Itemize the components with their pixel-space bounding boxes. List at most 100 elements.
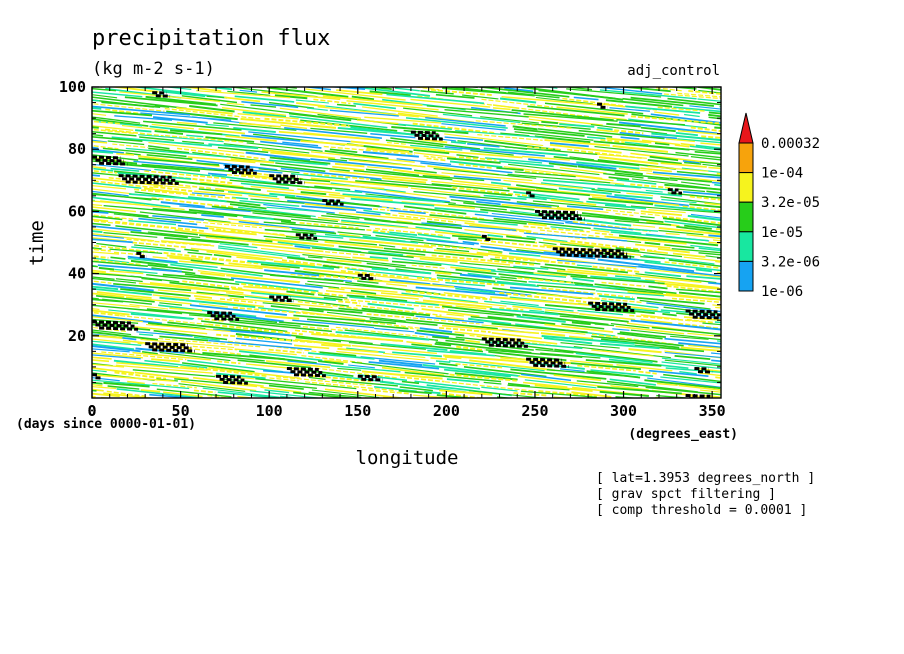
contour-segment	[439, 362, 458, 367]
contour-segment	[690, 462, 729, 467]
contour-segment	[669, 177, 712, 183]
contour-segment	[678, 384, 721, 391]
contour-segment	[229, 297, 333, 309]
contour-segment	[180, 365, 198, 369]
contour-segment	[283, 297, 349, 307]
contour-segment	[576, 264, 592, 268]
contour-segment	[92, 118, 149, 127]
contour-segment	[324, 150, 389, 160]
contour-segment	[391, 126, 469, 135]
x-tick-label: 250	[521, 402, 548, 420]
contour-segment	[301, 205, 357, 212]
contour-segment	[187, 251, 213, 256]
threshold-event-mark	[689, 397, 714, 398]
contour-segment	[537, 128, 613, 138]
contour-segment	[560, 368, 585, 373]
contour-segment	[92, 354, 141, 360]
contour-segment	[487, 234, 504, 238]
contour-segment	[92, 204, 103, 207]
contour-segment	[350, 197, 435, 207]
contour-segment	[341, 219, 409, 229]
contour-segment	[435, 341, 532, 354]
contour-segment	[103, 381, 150, 388]
colorbar-swatch	[738, 142, 754, 174]
contour-segment	[644, 271, 682, 278]
contour-segment	[646, 172, 721, 183]
contour-segment	[322, 264, 340, 269]
contour-segment	[539, 229, 600, 238]
contour-segment	[445, 150, 523, 159]
contour-segment	[480, 242, 572, 255]
contour-segment	[541, 182, 595, 190]
contour-segment	[571, 321, 591, 326]
contour-segment	[187, 359, 283, 373]
contour-segment	[415, 315, 484, 324]
contour-segment	[250, 422, 313, 427]
contour-segment	[159, 296, 256, 308]
contour-segment	[593, 140, 690, 151]
contour-segment	[307, 256, 323, 259]
contour-segment	[179, 87, 222, 92]
threshold-event-mark	[526, 357, 562, 362]
contour-segment	[426, 239, 475, 246]
contour-segment	[351, 344, 437, 355]
contour-segment	[325, 289, 419, 300]
contour-segment	[450, 199, 475, 203]
contour-segment	[477, 134, 543, 141]
contour-segment	[503, 179, 583, 190]
contour-segment	[513, 265, 549, 270]
x-tick-label: 300	[610, 402, 637, 420]
contour-segment	[161, 240, 211, 247]
contour-segment	[420, 90, 454, 95]
contour-segment	[654, 111, 680, 116]
contour-segment	[112, 143, 148, 149]
contour-segment	[480, 433, 527, 437]
contour-segment	[311, 389, 380, 398]
contour-segment	[148, 322, 206, 330]
threshold-event-mark	[534, 209, 578, 215]
contour-segment	[216, 333, 315, 344]
contour-segment	[269, 156, 331, 165]
contour-segment	[444, 133, 544, 147]
contour-segment	[187, 156, 256, 164]
contour-segment	[127, 255, 178, 264]
contour-segment	[138, 157, 220, 166]
contour-segment	[52, 107, 69, 109]
y-axis-ticks: 20 40 60 80 100 0	[59, 78, 721, 420]
contour-segment	[161, 87, 192, 90]
contour-segment	[52, 159, 66, 161]
contour-segment	[560, 173, 614, 182]
contour-segment	[455, 287, 496, 294]
contour-segment	[468, 390, 548, 398]
contour-segment	[503, 249, 596, 260]
contour-segment	[326, 311, 406, 322]
contour-segment	[439, 389, 493, 396]
contour-segment	[649, 155, 679, 162]
contour-segment	[698, 252, 721, 256]
contour-segment	[269, 192, 296, 198]
contour-segment	[662, 217, 721, 227]
contour-segment	[105, 128, 164, 137]
contour-segment	[92, 389, 97, 392]
contour-segment	[266, 360, 331, 369]
contour-segment	[103, 232, 158, 238]
contour-segment	[538, 241, 557, 245]
contour-segment	[255, 378, 357, 390]
contour-segment	[209, 227, 226, 232]
contour-segment	[348, 87, 431, 97]
contour-segment	[454, 372, 518, 381]
contour-segment	[421, 222, 517, 231]
contour-segment	[274, 94, 308, 100]
contour-segment	[52, 102, 92, 107]
contour-segment	[426, 220, 462, 227]
contour-segment	[159, 351, 231, 362]
contour-segment	[456, 154, 479, 159]
contour-segment	[92, 177, 163, 187]
note-filtering: [ grav spct filtering ]	[596, 487, 776, 502]
contour-segment	[278, 87, 297, 89]
contour-segment	[179, 81, 212, 84]
contour-segment	[422, 175, 485, 182]
contour-segment	[490, 258, 541, 265]
threshold-event-mark	[533, 363, 569, 368]
contour-segment	[577, 364, 636, 372]
